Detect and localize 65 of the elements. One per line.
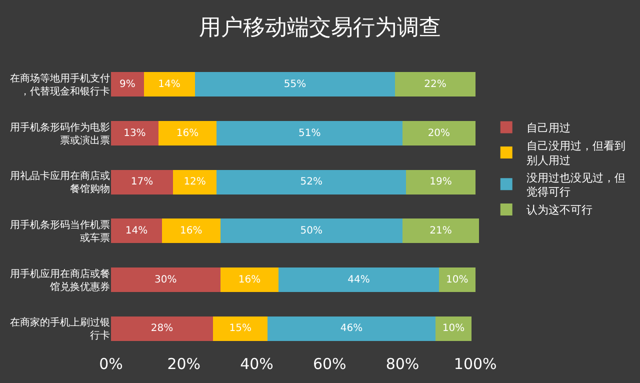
data-label: 15% xyxy=(229,323,252,334)
bar xyxy=(220,218,402,244)
x-tick-label: 20% xyxy=(167,355,201,373)
legend-label: 没用过也没见过，但觉得可行 xyxy=(526,171,626,199)
data-label: 21% xyxy=(430,225,452,236)
chart-title: 用户移动端交易行为调查 xyxy=(199,16,441,41)
bar xyxy=(402,218,479,244)
data-label: 14% xyxy=(158,78,180,90)
legend-label: 认为这不可行 xyxy=(526,204,592,217)
data-label: 50% xyxy=(300,225,323,236)
y-tick-label: 用礼品卡应用在商店或餐馆购物 xyxy=(10,170,110,196)
x-tick-label: 80% xyxy=(386,355,420,373)
bar xyxy=(220,268,279,292)
y-tick-label: 在商场等地用手机支付，代替现金和银行卡 xyxy=(10,72,110,98)
data-label: 9% xyxy=(119,78,136,90)
bar xyxy=(194,72,396,97)
bar xyxy=(111,316,214,341)
data-label: 10% xyxy=(442,323,465,334)
data-label: 16% xyxy=(176,128,199,139)
bar xyxy=(438,268,476,292)
x-tick-label: 60% xyxy=(312,355,346,373)
x-tick-label: 0% xyxy=(99,355,123,373)
bar xyxy=(111,121,158,146)
data-label: 19% xyxy=(430,176,452,188)
y-tick-label: 在商家的手机上刷过银行卡 xyxy=(10,316,110,342)
data-label: 52% xyxy=(300,176,323,188)
bar xyxy=(213,316,268,341)
bar xyxy=(216,121,402,146)
legend-label: 自己用过 xyxy=(526,122,570,135)
y-tick-label: 用手机条形码作为电影票或演出票 xyxy=(10,121,110,146)
bar xyxy=(162,218,220,244)
bar xyxy=(111,170,173,194)
y-tick-label: 用手机条形码当作机票或车票 xyxy=(10,218,110,244)
data-label: 16% xyxy=(238,274,261,286)
bar xyxy=(395,72,476,97)
data-label: 28% xyxy=(150,323,174,334)
bar xyxy=(111,218,162,244)
bar xyxy=(111,72,144,97)
legend-label: 自己没用过，但看到别人用过 xyxy=(526,140,626,167)
bar xyxy=(278,268,439,292)
bar xyxy=(158,121,217,146)
bar xyxy=(144,72,195,97)
data-label: 16% xyxy=(180,225,202,236)
bar xyxy=(111,268,220,292)
data-label: 10% xyxy=(446,274,468,286)
data-label: 30% xyxy=(154,274,177,286)
data-label: 14% xyxy=(125,225,148,236)
data-label: 44% xyxy=(348,274,370,286)
x-tick-label: 100% xyxy=(454,355,497,373)
data-label: 51% xyxy=(298,128,321,139)
data-label: 13% xyxy=(124,128,146,139)
bar xyxy=(268,316,436,341)
bar xyxy=(406,170,476,194)
bar xyxy=(435,316,472,341)
bar xyxy=(216,170,406,194)
data-label: 17% xyxy=(130,176,154,188)
data-label: 46% xyxy=(340,323,363,334)
bar xyxy=(172,170,217,194)
data-label: 12% xyxy=(184,176,206,188)
data-label: 55% xyxy=(284,78,306,90)
x-tick-label: 40% xyxy=(240,355,274,373)
data-label: 20% xyxy=(428,128,450,139)
bar xyxy=(402,121,476,146)
data-label: 22% xyxy=(424,78,446,90)
y-tick-label: 用手机应用在商店或餐馆兑换优惠券 xyxy=(10,268,110,293)
